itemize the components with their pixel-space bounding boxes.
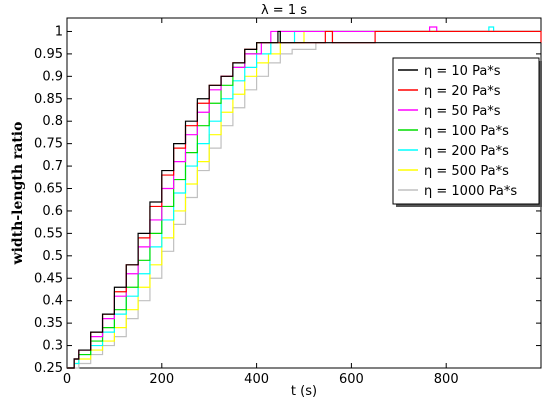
chart-title: λ = 1 s [261,3,307,18]
y-tick-label: 0.9 [42,69,63,84]
x-tick-label: 400 [244,372,269,387]
y-tick-label: 0.65 [34,182,63,197]
y-axis: 0.25 0.3 0.35 0.4 0.45 0.5 0.55 0.6 0.65 0.7 0.75 0… [34,24,541,376]
legend-label: η = 20 Pa*s [424,84,501,99]
y-tick-label: 0.85 [34,92,63,107]
legend-box [392,57,540,205]
y-tick-label: 0.45 [34,271,63,286]
series-line-5 [67,30,541,369]
x-tick-label: 800 [434,372,459,387]
x-tick-label: 0 [63,372,71,387]
legend-label: η = 200 Pa*s [424,144,509,159]
legend-label: η = 1000 Pa*s [424,184,517,199]
y-tick-label: 0.55 [34,226,63,241]
y-tick-label: 0.25 [34,361,63,376]
y-tick-label: 0.3 [42,339,63,354]
y-tick-label: 0.4 [42,294,63,309]
legend-label: η = 50 Pa*s [424,104,501,119]
y-tick-label: 0.75 [34,137,63,152]
y-tick-label: 0.6 [42,204,63,219]
x-tick-label: 200 [149,372,174,387]
legend: η = 10 Pa*s η = 20 Pa*s η = 50 Pa*s η = 100… [392,57,542,207]
y-tick-label: 1 [55,24,63,39]
y-tick-label: 0.8 [42,114,63,129]
x-axis: 0 200 400 600 800 [63,18,459,387]
legend-label: η = 500 Pa*s [424,164,509,179]
y-tick-label: 0.95 [34,47,63,62]
y-tick-label: 0.5 [42,249,63,264]
legend-label: η = 100 Pa*s [424,124,509,139]
y-axis-label: width-length ratio [10,122,26,266]
legend-label: η = 10 Pa*s [424,64,501,79]
x-tick-label: 600 [339,372,364,387]
series-layer [67,26,542,369]
series-line-0 [67,30,541,369]
y-tick-label: 0.7 [42,159,63,174]
y-tick-label: 0.35 [34,316,63,331]
x-axis-label: t (s) [291,384,317,399]
